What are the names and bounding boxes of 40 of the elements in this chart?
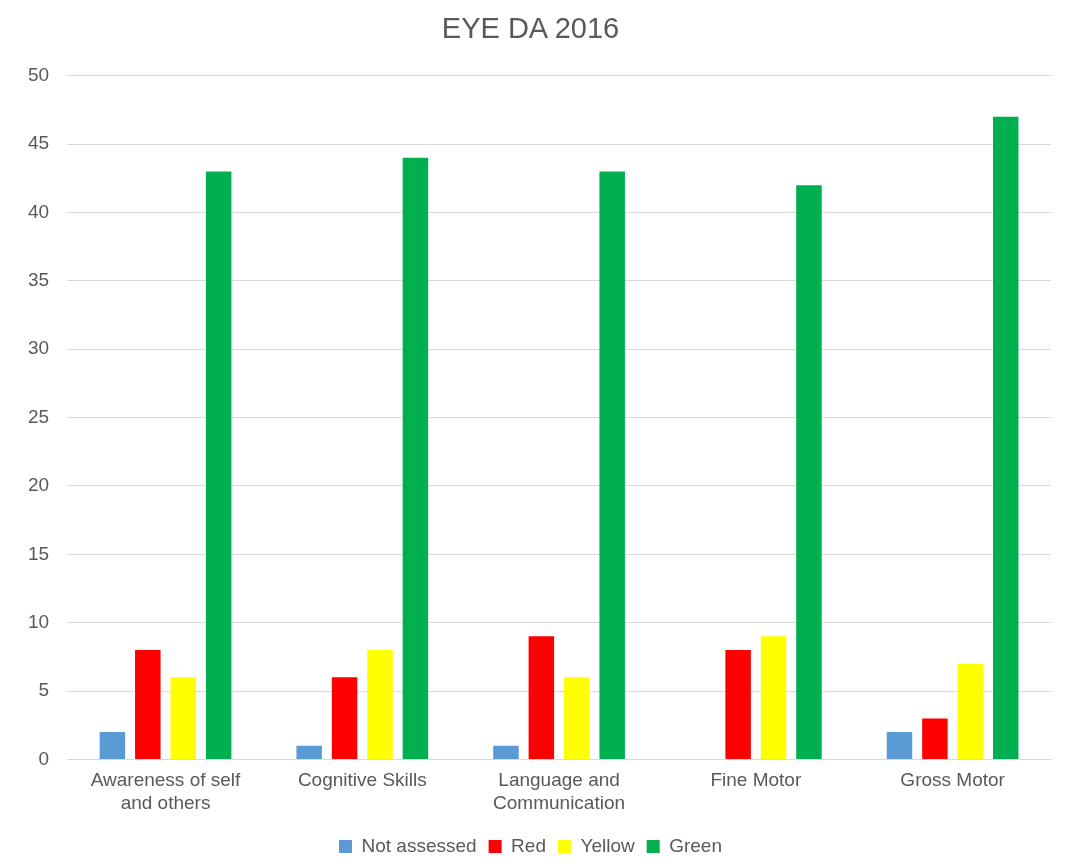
bar [402, 157, 429, 759]
legend-label: Not assessed [361, 834, 477, 856]
y-tick-label: 40 [27, 200, 50, 222]
y-tick-label: 20 [27, 474, 50, 496]
bar [564, 677, 590, 759]
bar [599, 171, 625, 759]
chart-title: EYE DA 2016 [441, 12, 620, 45]
y-tick-label: 0 [38, 747, 50, 769]
bar [957, 663, 984, 759]
bar [331, 677, 358, 759]
y-tick-label: 10 [27, 610, 50, 632]
y-tick-label: 50 [27, 64, 50, 86]
bar [760, 636, 787, 759]
bar [135, 650, 161, 759]
x-tick-label: Language and Communication [493, 769, 626, 813]
x-tick-label: Awareness of self and others [90, 769, 242, 813]
bar [922, 718, 948, 759]
bar [170, 677, 196, 759]
y-tick-label: 5 [38, 679, 50, 701]
bar [99, 732, 126, 759]
x-tick-label: Cognitive Skills [297, 769, 427, 791]
y-tick-label: 35 [27, 269, 50, 291]
bar [205, 171, 232, 759]
x-tick-label: Gross Motor [900, 769, 1006, 791]
bar [725, 650, 751, 759]
y-tick-label: 25 [27, 405, 50, 427]
y-tick-label: 30 [27, 337, 50, 359]
bar [528, 636, 555, 759]
legend-label: Yellow [580, 834, 635, 856]
bar [296, 745, 322, 759]
bar [493, 745, 519, 759]
x-tick-label: Fine Motor [710, 769, 802, 791]
y-tick-label: 15 [27, 542, 50, 564]
legend-label: Red [511, 834, 546, 856]
bar [367, 650, 393, 759]
y-tick-label: 45 [27, 132, 50, 154]
bar [992, 116, 1019, 759]
bar [796, 185, 822, 759]
legend-label: Green [669, 834, 723, 856]
bar [886, 732, 913, 759]
